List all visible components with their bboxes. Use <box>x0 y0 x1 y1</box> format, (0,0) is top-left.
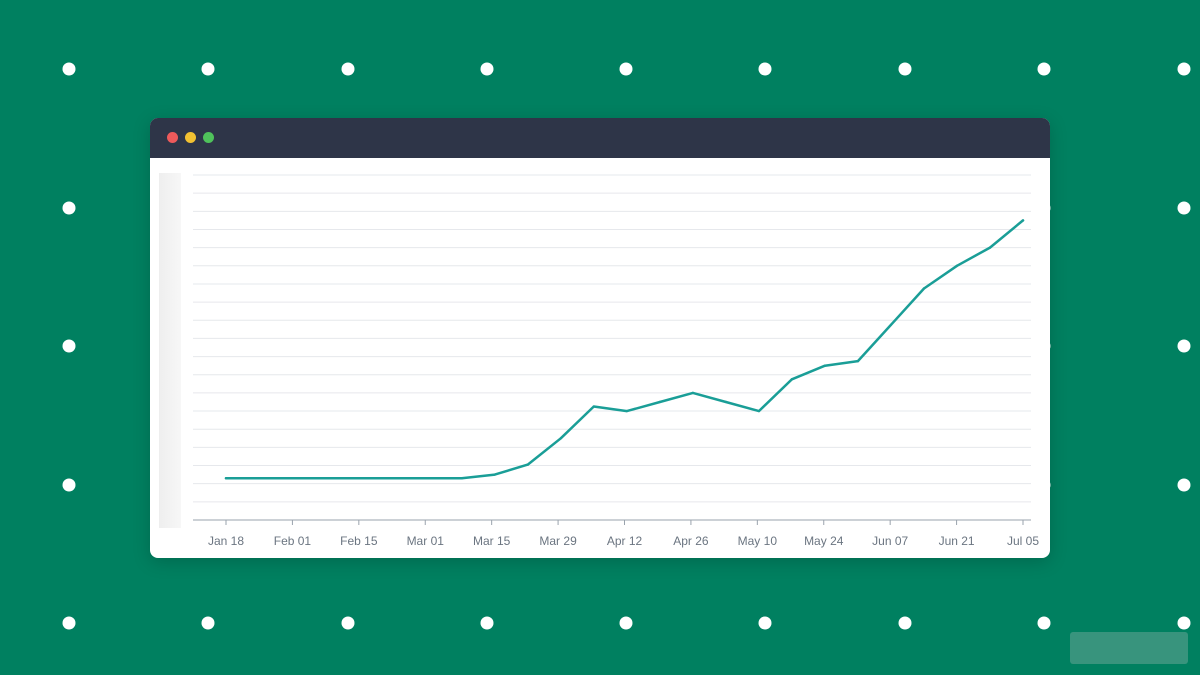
background-dot <box>758 616 772 630</box>
data-point <box>790 378 794 381</box>
app-window: Jan 18 Feb 01 Feb 15 Mar 01 Mar 15 Mar 29 Apr … <box>150 118 1050 558</box>
background-dot <box>62 616 76 630</box>
data-point <box>389 477 393 480</box>
data-point <box>625 409 629 413</box>
data-point <box>224 477 228 480</box>
background-dot <box>341 62 355 76</box>
background-dot <box>1177 339 1191 353</box>
minimize-window-button[interactable] <box>185 132 196 143</box>
x-tick-label: Mar 15 <box>473 534 511 548</box>
data-point <box>257 477 261 480</box>
background-dot <box>201 62 215 76</box>
background-dot <box>480 616 494 630</box>
data-point <box>526 463 530 466</box>
blurred-watermark <box>1070 632 1188 664</box>
data-point <box>724 400 728 404</box>
background-dot <box>201 616 215 630</box>
blurred-y-axis-labels <box>159 173 181 528</box>
data-point <box>658 400 662 404</box>
background-dot <box>1037 62 1051 76</box>
background-dot <box>898 62 912 76</box>
background-dot <box>62 339 76 353</box>
data-point <box>691 391 695 395</box>
x-tick-label: Mar 01 <box>407 534 445 548</box>
x-tick-label: Feb 15 <box>340 534 378 548</box>
background-dot <box>1177 478 1191 492</box>
window-titlebar <box>150 118 1050 158</box>
x-tick-label: Jan 18 <box>208 534 244 548</box>
data-point <box>356 477 360 480</box>
data-point <box>592 405 596 408</box>
data-point <box>1021 219 1025 222</box>
data-point <box>955 264 959 267</box>
background-dot <box>619 62 633 76</box>
data-point <box>460 477 463 480</box>
background-dot <box>62 478 76 492</box>
close-window-button[interactable] <box>167 132 178 143</box>
background-dot <box>1037 616 1051 630</box>
background-dot <box>480 62 494 76</box>
data-point <box>290 477 294 480</box>
background-dot <box>62 201 76 215</box>
background-dot <box>1177 201 1191 215</box>
data-point <box>323 477 327 480</box>
data-point <box>559 437 563 440</box>
series-line <box>224 219 1025 480</box>
background-dot <box>341 616 355 630</box>
x-tick-label: May 24 <box>804 534 844 548</box>
data-point <box>823 364 827 367</box>
data-point <box>922 287 926 290</box>
x-tick-label: Mar 29 <box>539 534 577 548</box>
background-dot <box>1177 62 1191 76</box>
data-point <box>889 323 893 327</box>
x-tick-label: Jun 21 <box>939 534 975 548</box>
data-point <box>427 477 430 480</box>
x-tick-label: Jul 05 <box>1007 534 1039 548</box>
background-dot <box>758 62 772 76</box>
data-point <box>856 359 860 363</box>
background-dot <box>62 62 76 76</box>
background-dot <box>1177 616 1191 630</box>
background-dot <box>619 616 633 630</box>
x-tick-label: Apr 12 <box>607 534 643 548</box>
data-point <box>988 246 992 249</box>
x-tick-label: May 10 <box>738 534 778 548</box>
data-point <box>493 473 497 476</box>
background-dot <box>898 616 912 630</box>
x-tick-label: Jun 07 <box>872 534 908 548</box>
data-point <box>757 409 761 413</box>
line-chart: Jan 18 Feb 01 Feb 15 Mar 01 Mar 15 Mar 29 Apr … <box>193 174 1039 548</box>
x-tick-label: Apr 26 <box>673 534 709 548</box>
maximize-window-button[interactable] <box>203 132 214 143</box>
x-tick-label: Feb 01 <box>274 534 312 548</box>
